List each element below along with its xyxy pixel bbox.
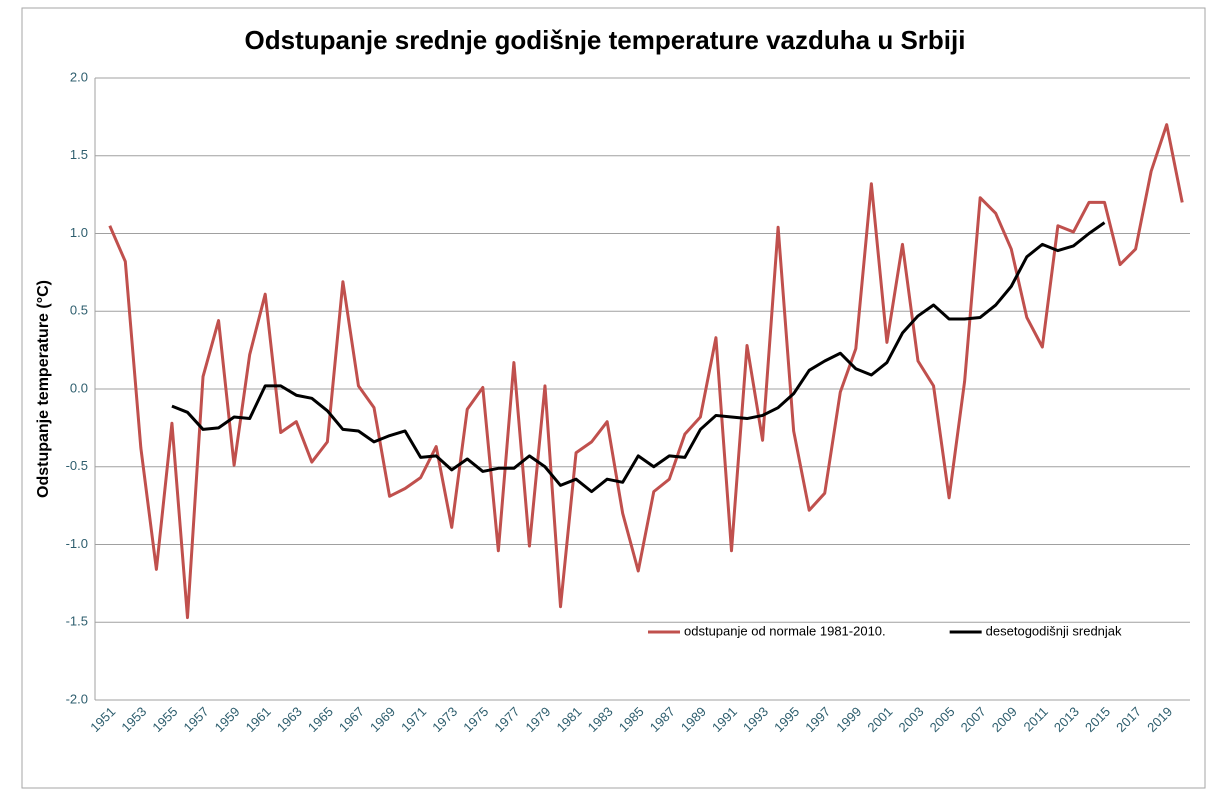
y-tick-label: -0.5 (66, 458, 88, 473)
y-tick-label: 2.0 (70, 69, 88, 84)
chart-frame (21, 7, 1206, 789)
legend-label: odstupanje od normale 1981-2010. (684, 623, 886, 638)
series-line (171, 221, 1106, 494)
y-tick-label: 1.0 (70, 225, 88, 240)
legend-label: desetogodišnji srednjak (986, 623, 1122, 638)
y-tick-label: 0.0 (70, 380, 88, 395)
y-tick-label: -2.0 (66, 691, 88, 706)
y-axis-label: Odstupanje temperature (°C) (35, 280, 52, 498)
y-tick-label: 1.5 (70, 147, 88, 162)
y-tick-label: -1.0 (66, 536, 88, 551)
y-tick-label: 0.5 (70, 303, 88, 318)
series-line (108, 123, 1184, 620)
chart-title: Odstupanje srednje godišnje temperature … (245, 25, 966, 55)
y-tick-label: -1.5 (66, 614, 88, 629)
